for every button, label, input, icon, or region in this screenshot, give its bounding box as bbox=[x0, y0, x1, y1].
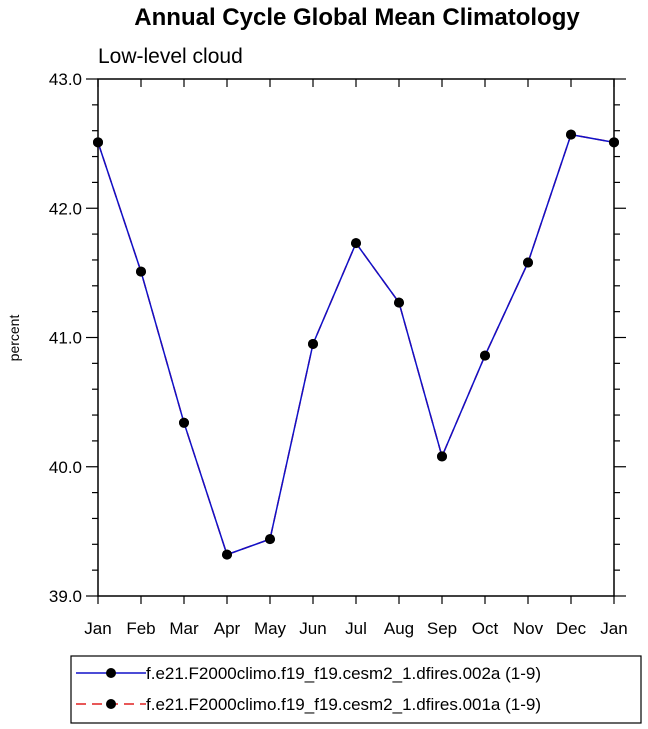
x-tick-label: Oct bbox=[472, 619, 499, 638]
data-point bbox=[265, 534, 275, 545]
x-tick-label: Nov bbox=[513, 619, 544, 638]
legend-marker bbox=[106, 699, 116, 709]
x-tick-label: Jun bbox=[299, 619, 326, 638]
chart-title: Annual Cycle Global Mean Climatology bbox=[134, 4, 580, 31]
x-tick-label: Dec bbox=[556, 619, 587, 638]
legend-label: f.e21.F2000climo.f19_f19.cesm2_1.dfires.… bbox=[146, 664, 541, 683]
x-tick-label: Feb bbox=[126, 619, 155, 638]
y-tick-label: 39.0 bbox=[49, 587, 82, 606]
data-point bbox=[93, 137, 103, 148]
x-tick-label: Apr bbox=[214, 619, 241, 638]
y-tick-label: 42.0 bbox=[49, 199, 82, 218]
data-point bbox=[394, 297, 404, 308]
y-axis-label: percent bbox=[6, 315, 22, 362]
data-point bbox=[566, 129, 576, 140]
plot-frame bbox=[97, 78, 615, 597]
axes-group: Jan Feb Mar Apr May Jun Jul Aug Sep Oct Nov Dec Jan3… bbox=[49, 70, 628, 638]
data-point bbox=[222, 549, 232, 560]
data-point bbox=[480, 350, 490, 361]
x-tick-label: Sep bbox=[427, 619, 457, 638]
data-point bbox=[308, 338, 318, 349]
x-tick-label: May bbox=[254, 619, 287, 638]
data-point bbox=[351, 238, 361, 249]
data-point bbox=[179, 417, 189, 428]
legend-frame bbox=[70, 655, 642, 724]
data-point bbox=[437, 451, 447, 462]
series-line bbox=[97, 133, 615, 556]
x-tick-label: Mar bbox=[169, 619, 199, 638]
x-tick-label: Jan bbox=[600, 619, 627, 638]
x-tick-label: Jan bbox=[84, 619, 111, 638]
series-group bbox=[93, 129, 619, 560]
y-tick-label: 40.0 bbox=[49, 458, 82, 477]
data-point bbox=[609, 137, 619, 148]
data-point bbox=[523, 257, 533, 268]
y-tick-label: 43.0 bbox=[49, 70, 82, 89]
y-tick-label: 41.0 bbox=[49, 329, 82, 348]
x-tick-label: Jul bbox=[345, 619, 367, 638]
series-line bbox=[97, 133, 615, 556]
chart-subtitle: Low-level cloud bbox=[98, 45, 243, 68]
data-point bbox=[136, 266, 146, 277]
legend: f.e21.F2000climo.f19_f19.cesm2_1.dfires.… bbox=[70, 655, 642, 724]
legend-label: f.e21.F2000climo.f19_f19.cesm2_1.dfires.… bbox=[146, 695, 541, 714]
x-tick-label: Aug bbox=[384, 619, 414, 638]
legend-marker bbox=[106, 668, 116, 678]
